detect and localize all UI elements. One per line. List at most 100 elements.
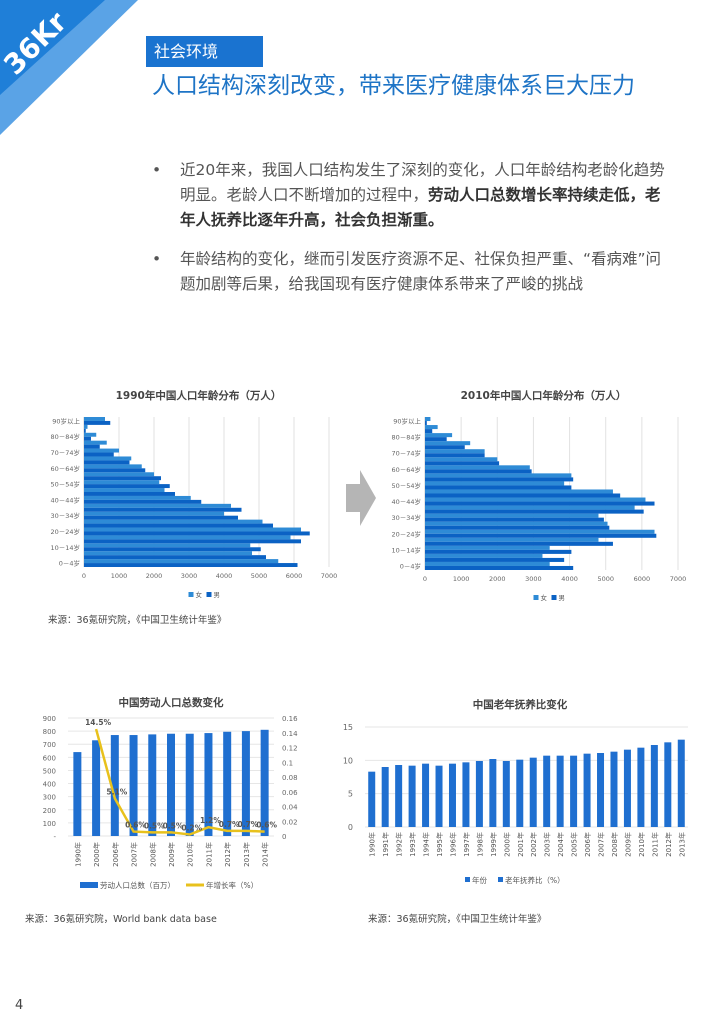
- x-category-label: 2005年: [570, 832, 579, 857]
- right-arrow-icon: [346, 470, 376, 526]
- x-category-label: 1991年: [381, 832, 390, 857]
- y2-tick-label: 0.04: [282, 804, 298, 812]
- legend-swatch-male: [551, 595, 557, 600]
- y-tick-label: 500: [43, 767, 56, 775]
- bar-dependency-ratio: [650, 745, 658, 827]
- bar-female: [425, 417, 431, 422]
- bar-female: [84, 527, 301, 532]
- data-label: 0.2%: [181, 824, 202, 833]
- bar-female: [425, 529, 655, 534]
- bar-dependency-ratio: [543, 755, 551, 827]
- y-category-label: 90岁以上: [393, 417, 421, 426]
- source-note-labor: 来源：36氪研究院，World bank data base: [25, 914, 217, 925]
- bar-male: [425, 453, 485, 458]
- x-category-label: 2010年: [186, 842, 195, 867]
- y-category-label: 80－84岁: [50, 432, 80, 441]
- x-category-label: 2000年: [502, 832, 511, 857]
- bar-male: [425, 493, 621, 498]
- bar-female: [425, 545, 550, 550]
- y-tick-label: 100: [43, 820, 56, 828]
- bar-dependency-ratio: [623, 749, 631, 827]
- y-category-label: 0－4岁: [59, 559, 80, 568]
- y-category-label: 80－84岁: [391, 433, 421, 442]
- bar-labor-force: [241, 731, 250, 836]
- y-category-label: 60－64岁: [391, 465, 421, 474]
- bar-male: [84, 507, 242, 512]
- x-category-label: 2001年: [516, 832, 525, 857]
- legend-label-ratio: 老年抚养比（%）: [505, 875, 565, 885]
- chart-labor-force: 中国劳动人口总数变化-10020030040050060070080090000…: [43, 696, 299, 890]
- y2-tick-label: 0.08: [282, 774, 298, 782]
- y-category-label: 60－64岁: [50, 464, 80, 473]
- x-category-label: 1992年: [395, 832, 404, 857]
- bar-male: [84, 547, 261, 552]
- bar-dependency-ratio: [381, 767, 389, 827]
- x-category-label: 2012年: [223, 842, 232, 867]
- bar-male: [84, 468, 146, 473]
- bar-male: [84, 539, 301, 544]
- x-category-label: 1999年: [489, 832, 498, 857]
- x-category-label: 2007年: [597, 832, 606, 857]
- bar-dependency-ratio: [489, 759, 497, 827]
- legend-swatch-year: [465, 877, 470, 882]
- bar-male: [425, 477, 574, 482]
- y-tick-label: 400: [43, 781, 56, 789]
- bullet-text: 近20年来，我国人口结构发生了深刻的变化，人口年龄结构老龄化趋势明显。老龄人口不…: [180, 161, 665, 204]
- y2-tick-label: 0.02: [282, 818, 298, 826]
- bar-male: [425, 437, 447, 442]
- bar-female: [84, 480, 160, 485]
- data-label: 0.7%: [219, 820, 240, 829]
- bar-female: [84, 440, 107, 445]
- y-category-label: 40－44岁: [391, 497, 421, 506]
- bar-male: [84, 444, 100, 449]
- bar-male: [84, 523, 273, 528]
- bar-male: [425, 533, 657, 538]
- x-tick-label: 7000: [670, 575, 687, 583]
- x-category-label: 1990年: [368, 832, 377, 857]
- x-category-label: 1993年: [408, 832, 417, 857]
- x-category-label: 2002年: [529, 832, 538, 857]
- bar-dependency-ratio: [570, 755, 578, 827]
- y2-tick-label: 0.06: [282, 789, 298, 797]
- bar-labor-force: [167, 733, 175, 836]
- chart-title: 中国劳动人口总数变化: [119, 696, 224, 709]
- y-category-label: 20－24岁: [391, 529, 421, 538]
- bar-male: [425, 485, 572, 490]
- page-title: 人口结构深刻改变，带来医疗健康体系巨大压力: [152, 73, 635, 99]
- bar-male: [84, 452, 114, 457]
- x-category-label: 2008年: [148, 842, 157, 867]
- bar-male: [84, 428, 86, 433]
- bar-female: [425, 449, 485, 454]
- x-category-label: 1995年: [435, 832, 444, 857]
- bar-dependency-ratio: [677, 739, 685, 827]
- y-category-label: 20－24岁: [50, 527, 80, 536]
- x-tick-label: 0: [82, 572, 86, 580]
- bar-female: [425, 505, 635, 510]
- bar-dependency-ratio: [516, 759, 524, 827]
- bar-female: [425, 481, 565, 486]
- growth-rate-line: [94, 728, 265, 836]
- x-category-label: 2010年: [637, 832, 646, 857]
- bar-dependency-ratio: [529, 757, 537, 827]
- chart-title: 中国老年抚养比变化: [473, 698, 568, 711]
- bar-labor-force: [110, 735, 119, 836]
- bar-male: [84, 460, 130, 465]
- section-tag: 社会环境: [146, 36, 263, 67]
- bar-female: [84, 488, 165, 492]
- bar-male: [84, 436, 91, 441]
- legend-label-bar: 劳动人口总数（百万）: [100, 880, 175, 890]
- bar-female: [425, 521, 608, 526]
- bar-female: [84, 417, 105, 421]
- bullet-item: 年龄结构的变化，继而引发医疗资源不足、社保负担严重、“看病难”问题加剧等后果，给…: [150, 247, 670, 297]
- data-label: 0.5%: [144, 821, 165, 830]
- y-category-label: 0－4岁: [400, 561, 421, 570]
- bar-labor-force: [260, 729, 269, 836]
- x-tick-label: 0: [423, 575, 427, 583]
- x-category-label: 2009年: [167, 842, 176, 867]
- bar-dependency-ratio: [462, 762, 470, 827]
- legend-swatch-bar: [80, 882, 98, 888]
- bar-dependency-ratio: [422, 763, 430, 827]
- x-category-label: 2013年: [242, 842, 251, 867]
- bar-female: [425, 433, 453, 438]
- bar-female: [425, 441, 471, 446]
